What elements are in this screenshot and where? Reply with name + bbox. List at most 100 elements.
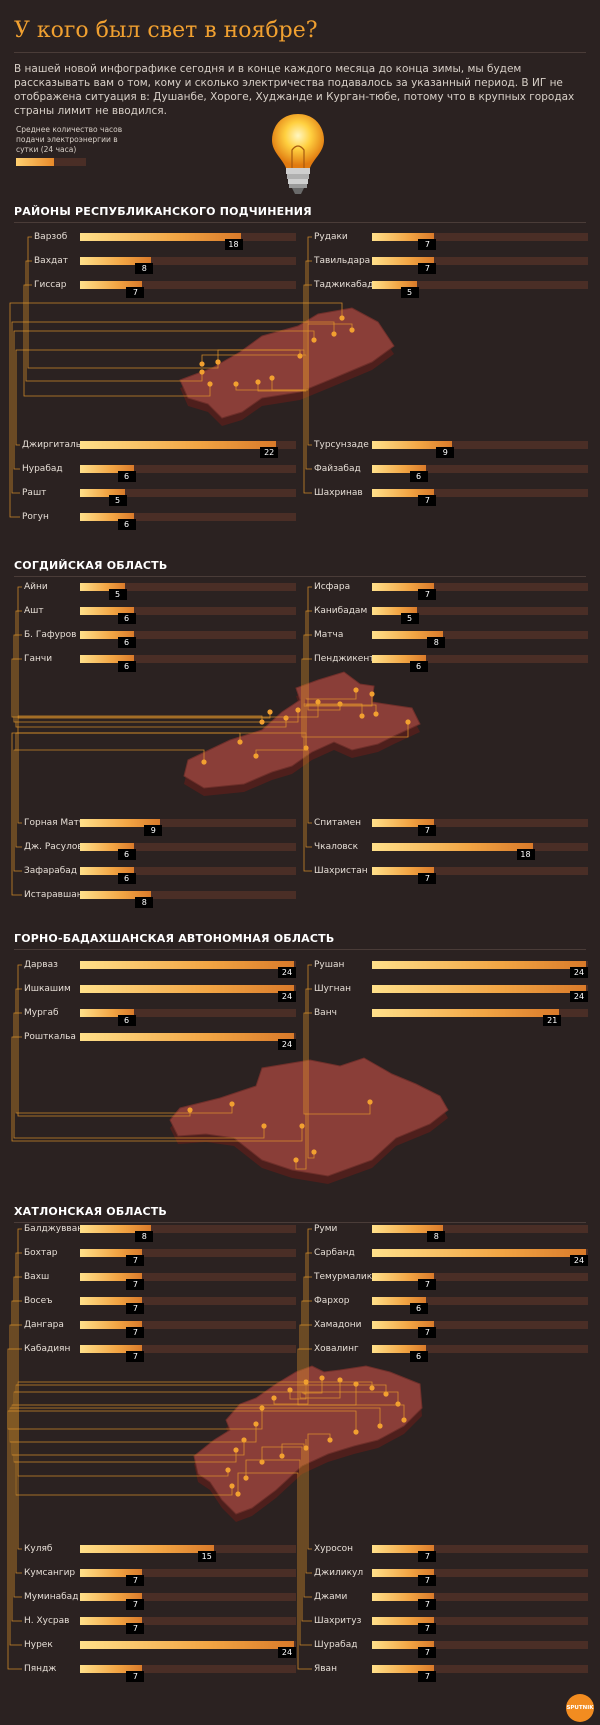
bar-row: Рогун 6 xyxy=(16,510,296,530)
bar-track xyxy=(80,1297,296,1305)
bar-value-label: 7 xyxy=(126,287,145,298)
bar-track xyxy=(80,961,296,969)
legend-bar-fill xyxy=(16,158,54,166)
bar-track xyxy=(372,1297,588,1305)
bar xyxy=(372,1273,435,1281)
bar-value-label: 15 xyxy=(197,1551,216,1562)
bar xyxy=(80,655,134,663)
bar-row: Пяндж 7 xyxy=(16,1662,296,1682)
section-title: РАЙОНЫ РЕСПУБЛИКАНСКОГО ПОДЧИНЕНИЯ xyxy=(14,205,312,218)
bar-label: Бохтар xyxy=(24,1248,58,1258)
bar xyxy=(80,513,134,521)
region-map xyxy=(193,1365,423,1522)
bar-row: Канибадам 5 xyxy=(308,604,588,624)
map-dot xyxy=(225,1467,231,1473)
bar-row: Темурмалик 7 xyxy=(308,1270,588,1290)
bar-value-label: 5 xyxy=(400,287,419,298)
map-dot xyxy=(253,1421,259,1427)
bar xyxy=(372,257,435,265)
bar xyxy=(372,985,586,993)
connector-line xyxy=(13,634,299,723)
bar-track xyxy=(372,1545,588,1553)
map-dot xyxy=(353,1381,359,1387)
bar-row: Ашт 6 xyxy=(16,604,296,624)
map-dot xyxy=(243,1475,249,1481)
bar-value-label: 6 xyxy=(409,661,428,672)
bar xyxy=(372,1321,435,1329)
bar-track xyxy=(80,281,296,289)
map-dot xyxy=(199,361,205,367)
bar-label: Исфара xyxy=(314,582,351,592)
bar-value-label: 6 xyxy=(117,873,136,884)
map-dot xyxy=(401,1417,407,1423)
bar-value-label: 9 xyxy=(144,825,163,836)
bar-value-label: 7 xyxy=(126,1671,145,1682)
map-dot xyxy=(353,1429,359,1435)
bar xyxy=(80,1273,143,1281)
bar-value-label: 8 xyxy=(427,637,446,648)
bar-value-label: 7 xyxy=(418,495,437,506)
bar-value-label: 5 xyxy=(108,589,127,600)
bar-value-label: 6 xyxy=(409,1303,428,1314)
bar-row: Фархор 6 xyxy=(308,1294,588,1314)
bar-label: Ховалинг xyxy=(314,1344,359,1354)
bar-label: Таджикабад xyxy=(314,280,374,290)
bar xyxy=(372,465,426,473)
map-dot xyxy=(255,379,261,385)
bar-label: Шахринав xyxy=(314,488,363,498)
bar-track xyxy=(372,1569,588,1577)
bar-label: Тавильдара xyxy=(314,256,371,266)
connector-line xyxy=(307,323,353,446)
bar xyxy=(372,1545,435,1553)
bar-track xyxy=(372,441,588,449)
bar-row: Исфара 7 xyxy=(308,580,588,600)
connector-line xyxy=(303,1012,371,1115)
bar xyxy=(80,631,134,639)
bar-row: Варзоб 18 xyxy=(16,230,296,250)
bar-label: Турсунзаде xyxy=(314,440,369,450)
map-dot xyxy=(311,337,317,343)
bar xyxy=(80,891,152,899)
map-dot xyxy=(359,713,365,719)
bar-track xyxy=(80,441,296,449)
map-dot xyxy=(295,707,301,713)
bar-track xyxy=(80,583,296,591)
map-dot xyxy=(233,1447,239,1453)
connector-line xyxy=(11,1404,405,1622)
bar-track xyxy=(372,631,588,639)
bar-row: Мургаб 6 xyxy=(16,1006,296,1026)
bar xyxy=(80,1321,143,1329)
bar-track xyxy=(80,1033,296,1041)
bar xyxy=(372,1593,435,1601)
section-divider xyxy=(14,222,586,223)
map-dot xyxy=(349,327,355,333)
bar-row: Восеъ 7 xyxy=(16,1294,296,1314)
bar-label: Шахритуз xyxy=(314,1616,362,1626)
bar-value-label: 7 xyxy=(126,1255,145,1266)
bar xyxy=(372,631,444,639)
bar-track xyxy=(372,489,588,497)
bar-row: Кумсангир 7 xyxy=(16,1566,296,1586)
bar-row: Ванч 21 xyxy=(308,1006,588,1026)
bar-row: Чкаловск 18 xyxy=(308,840,588,860)
bar-label: Шахристан xyxy=(314,866,368,876)
bar xyxy=(372,1249,586,1257)
bar xyxy=(372,961,586,969)
bar xyxy=(80,843,134,851)
bar-row: Н. Хусрав 7 xyxy=(16,1614,296,1634)
bar-value-label: 24 xyxy=(278,1647,296,1658)
bar-row: Нурек 24 xyxy=(16,1638,296,1658)
map-dot xyxy=(373,711,379,717)
connector-line xyxy=(307,1433,331,1550)
region-map xyxy=(183,671,421,796)
bar-value-label: 24 xyxy=(570,967,588,978)
bar xyxy=(80,257,152,265)
map-dot xyxy=(287,1387,293,1393)
map-dot xyxy=(237,739,243,745)
connector-line xyxy=(297,1348,357,1406)
bar xyxy=(372,1225,444,1233)
bar-value-label: 7 xyxy=(418,873,437,884)
bar-value-label: 5 xyxy=(400,613,419,624)
bar xyxy=(80,1297,143,1305)
bar-track xyxy=(372,1617,588,1625)
